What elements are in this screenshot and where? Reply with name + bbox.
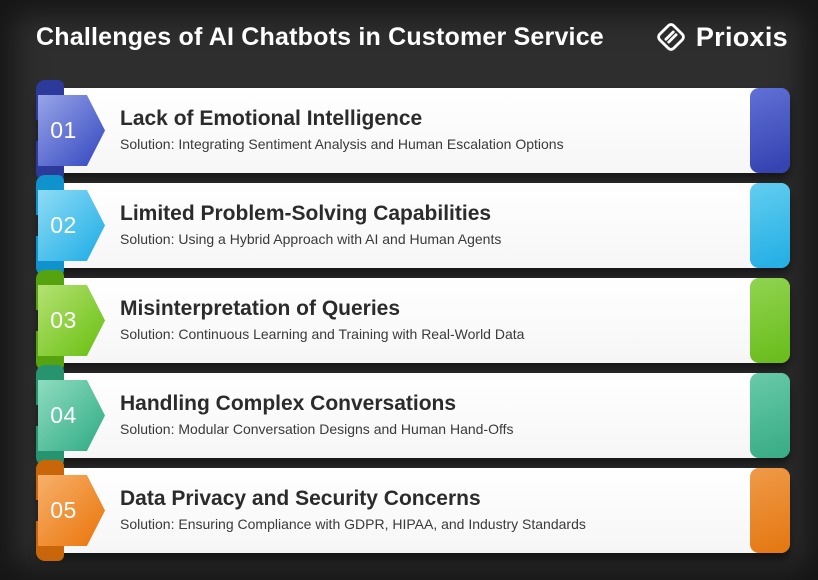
challenge-item-2: 02 Limited Problem-Solving Capabilities … — [36, 175, 790, 276]
prioxis-diamond-icon — [653, 19, 689, 55]
item-title: Lack of Emotional Intelligence — [120, 107, 423, 131]
challenge-item-4: 04 Handling Complex Conversations Soluti… — [36, 365, 790, 466]
page-title: Challenges of AI Chatbots in Customer Se… — [36, 22, 604, 51]
number-arrow-badge: 03 — [38, 285, 105, 356]
brand-name: Prioxis — [695, 21, 788, 52]
item-title: Misinterpretation of Queries — [120, 297, 401, 321]
item-texts: Data Privacy and Security Concerns Solut… — [120, 468, 730, 553]
number-arrow-badge: 04 — [38, 380, 105, 451]
right-color-tab — [750, 278, 790, 363]
item-texts: Limited Problem-Solving Capabilities Sol… — [120, 183, 730, 268]
header: Challenges of AI Chatbots in Customer Se… — [0, 0, 818, 74]
item-number: 04 — [50, 402, 77, 428]
item-solution: Solution: Using a Hybrid Approach with A… — [120, 231, 502, 248]
right-color-tab — [750, 373, 790, 458]
challenge-list: 01 Lack of Emotional Intelligence Soluti… — [36, 80, 790, 563]
challenge-item-1: 01 Lack of Emotional Intelligence Soluti… — [36, 80, 790, 181]
item-title: Handling Complex Conversations — [120, 392, 457, 416]
item-solution: Solution: Continuous Learning and Traini… — [120, 326, 525, 343]
item-solution: Solution: Modular Conversation Designs a… — [120, 421, 514, 438]
item-texts: Handling Complex Conversations Solution:… — [120, 373, 730, 458]
right-color-tab — [750, 468, 790, 553]
item-number: 02 — [50, 212, 77, 238]
item-number: 05 — [50, 497, 77, 523]
challenge-item-3: 03 Misinterpretation of Queries Solution… — [36, 270, 790, 371]
challenge-item-5: 05 Data Privacy and Security Concerns So… — [36, 460, 790, 561]
item-number: 01 — [50, 117, 77, 143]
number-arrow-badge: 01 — [38, 95, 105, 166]
number-arrow-badge: 02 — [38, 190, 105, 261]
brand-logo: Prioxis — [653, 0, 788, 74]
right-color-tab — [750, 88, 790, 173]
number-arrow-badge: 05 — [38, 475, 105, 546]
item-number: 03 — [50, 307, 77, 333]
item-solution: Solution: Ensuring Compliance with GDPR,… — [120, 516, 586, 533]
item-texts: Misinterpretation of Queries Solution: C… — [120, 278, 730, 363]
item-title: Data Privacy and Security Concerns — [120, 487, 481, 511]
item-texts: Lack of Emotional Intelligence Solution:… — [120, 88, 730, 173]
item-solution: Solution: Integrating Sentiment Analysis… — [120, 136, 564, 153]
item-title: Limited Problem-Solving Capabilities — [120, 202, 492, 226]
right-color-tab — [750, 183, 790, 268]
